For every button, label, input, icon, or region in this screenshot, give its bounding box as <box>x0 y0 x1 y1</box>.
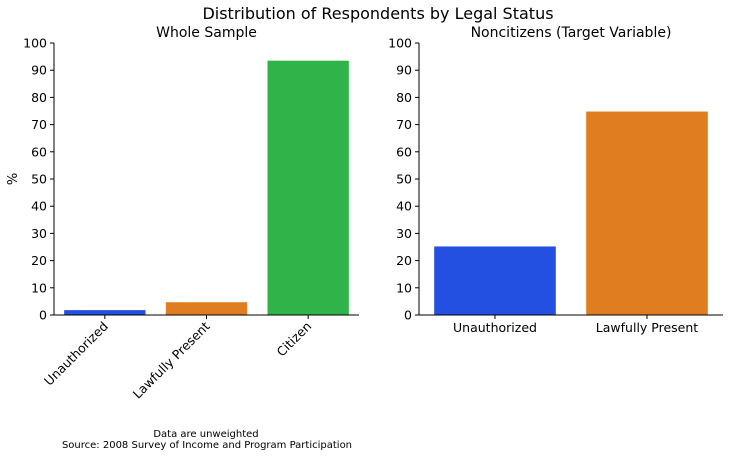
y-tick-label: 10 <box>396 280 412 295</box>
panel-whole-sample: Whole Sample% 0 10 20 30 40 50 60 70 80 90 100 Unaut… <box>6 25 359 402</box>
bar-unauthorized <box>64 310 146 315</box>
y-tick-label: 40 <box>31 199 47 214</box>
y-tick-label: 0 <box>39 308 47 323</box>
panel-noncitizens: Noncitizens (Target Variable) 0 10 20 30 40 50… <box>388 25 723 335</box>
subplot-title: Whole Sample <box>156 25 257 41</box>
y-tick-label: 50 <box>31 172 47 187</box>
bar-lawfully-present <box>586 111 708 315</box>
y-tick-label: 70 <box>396 117 412 132</box>
y-tick-label: 100 <box>23 36 47 51</box>
y-tick-label: 20 <box>31 253 47 268</box>
y-tick-label: 90 <box>31 63 47 78</box>
y-tick-label: 30 <box>396 226 412 241</box>
x-tick-label: Unauthorized <box>41 319 111 389</box>
y-tick-label: 50 <box>396 172 412 187</box>
y-tick-label: 20 <box>396 253 412 268</box>
y-tick-label: 100 <box>388 36 412 51</box>
y-tick-label: 10 <box>31 280 47 295</box>
figure-title: Distribution of Respondents by Legal Sta… <box>202 4 553 23</box>
bar-unauthorized <box>434 246 556 315</box>
y-tick-label: 80 <box>396 90 412 105</box>
y-tick-label: 70 <box>31 117 47 132</box>
footnote-line-2: Source: 2008 Survey of Income and Progra… <box>62 440 352 451</box>
subplot-title: Noncitizens (Target Variable) <box>471 25 672 41</box>
x-tick-label: Unauthorized <box>453 320 537 335</box>
x-tick-label: Citizen <box>273 319 314 360</box>
x-tick-label: Lawfully Present <box>130 318 213 401</box>
y-axis-label: % <box>6 173 21 185</box>
y-tick-label: 80 <box>31 90 47 105</box>
x-tick-label: Lawfully Present <box>596 320 698 335</box>
y-tick-label: 40 <box>396 199 412 214</box>
y-tick-label: 0 <box>404 308 412 323</box>
bar-citizen <box>267 60 349 316</box>
y-tick-label: 60 <box>31 144 47 159</box>
y-tick-label: 90 <box>396 63 412 78</box>
y-tick-label: 30 <box>31 226 47 241</box>
footnote-line-1: Data are unweighted <box>153 429 258 440</box>
y-tick-label: 60 <box>396 144 412 159</box>
bar-lawfully-present <box>165 302 248 315</box>
